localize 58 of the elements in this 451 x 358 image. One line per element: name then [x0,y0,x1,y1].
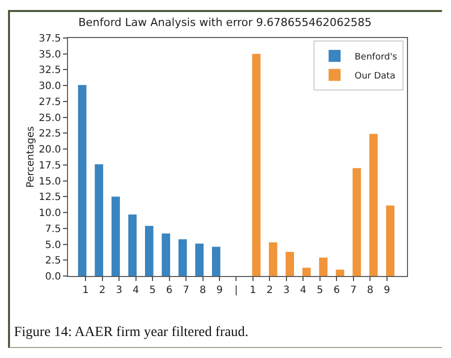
bar [78,84,86,276]
x-tick-label: 1 [250,285,256,296]
y-tick-label: 20.0 [38,144,61,156]
x-tick-label: 5 [316,285,324,296]
x-tick-label: 6 [334,285,340,296]
bar [162,233,170,276]
y-tick-label: 37.5 [38,34,61,44]
bar [145,226,154,276]
y-tick-label: 22.5 [38,128,61,140]
bar [352,168,361,276]
bar [319,258,328,276]
legend-label: Benford's [354,52,398,62]
bar [268,242,278,276]
x-tick-label: | [234,285,238,296]
bar [286,252,294,276]
bar [302,268,311,276]
bar [336,270,344,276]
x-tick-label: 3 [283,285,290,296]
bar [112,196,120,276]
bar [195,244,204,276]
x-tick-label: 3 [116,285,122,296]
chart-title: Benford Law Analysis with error 9.678655462062585 [78,16,372,30]
y-tick-label: 7.5 [45,224,61,235]
y-tick-label: 0.0 [45,272,61,282]
y-tick-label: 32.5 [38,65,61,76]
y-tick-label: 12.5 [38,192,61,204]
y-tick-label: 5.0 [45,240,61,251]
bar [178,239,187,276]
y-tick-label: 35.0 [38,49,61,60]
bar [369,134,378,276]
x-tick-label: 2 [266,285,273,296]
x-tick-label: 8 [366,285,374,296]
x-tick-label: 1 [82,285,89,296]
legend-label: Our Data [354,71,396,82]
x-tick-label: 5 [149,285,156,296]
x-tick-label: 8 [200,285,206,296]
x-tick-label: 2 [99,285,106,296]
x-tick-label: 9 [384,285,390,296]
x-tick-label: 7 [182,285,190,296]
bar [128,214,137,276]
x-tick-label: 6 [166,285,172,296]
y-tick-label: 10.0 [38,208,61,220]
y-tick-label: 17.5 [38,160,61,172]
y-tick-label: 2.5 [45,256,61,267]
caption: Figure 14: AAER firm year filtered fraud. [14,325,248,341]
x-tick-label: 4 [132,285,139,296]
y-axis-title: Percentages [26,126,37,188]
y-tick-label: 15.0 [38,176,61,188]
x-tick-label: 4 [300,285,306,296]
bar [252,54,261,276]
x-tick-label: 7 [350,285,357,296]
bar [94,164,104,276]
bar [212,246,220,276]
bar [386,206,394,276]
y-tick-label: 25.0 [38,112,61,124]
y-tick-label: 30.0 [38,81,61,92]
x-tick-label: 9 [216,285,223,296]
y-tick-label: 27.5 [38,96,61,108]
